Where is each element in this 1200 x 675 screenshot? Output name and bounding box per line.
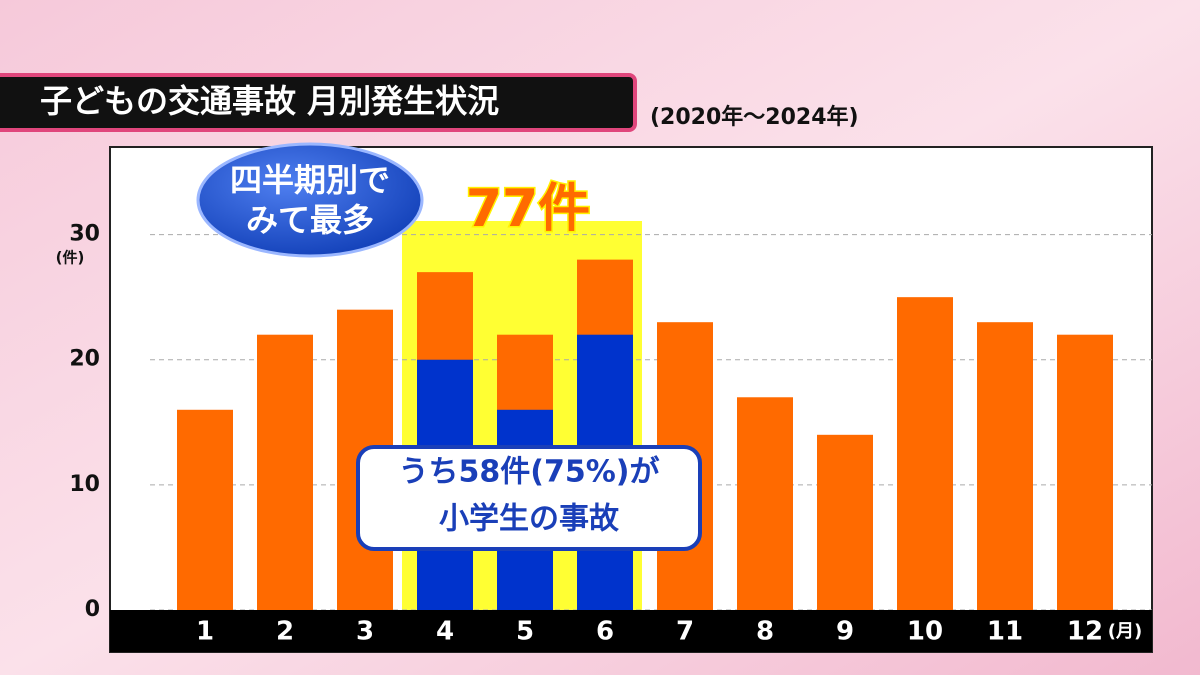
x-tick-label: 2 [276,617,294,647]
y-unit: (件) [56,249,85,267]
bar [257,334,313,610]
bar [897,297,953,610]
x-tick-label: 4 [436,617,454,647]
x-tick-label: 3 [356,617,374,647]
title-box [0,73,637,132]
y-tick-label: 30 [69,222,100,247]
x-tick-label: 1 [196,617,214,647]
bubble-text: 四半期別で [230,161,390,199]
x-tick-label: 11 [987,617,1023,647]
x-tick-label: 5 [516,617,534,647]
x-tick-label: 6 [596,617,614,647]
bubble [196,142,424,258]
bar [177,409,233,610]
x-tick-label: 12 [1067,617,1103,647]
x-tick-label: 7 [676,617,694,647]
chart-subtitle: (2020年〜2024年) [650,104,859,130]
bar [1057,334,1113,610]
y-tick-label: 20 [69,347,100,372]
x-tick-label: 10 [907,617,943,647]
x-tick-label: 9 [836,617,854,647]
total-annotation: 77件 [466,179,590,239]
y-tick-label: 0 [85,597,100,622]
x-unit: (月) [1108,621,1142,642]
bubble-text: みて最多 [246,201,374,239]
bar [977,322,1033,610]
bar [817,434,873,610]
x-axis-band [110,610,1152,652]
y-tick-label: 10 [69,472,100,497]
bar [737,397,793,610]
chart-title: 子どもの交通事故 月別発生状況 [40,82,499,120]
x-tick-label: 8 [756,617,774,647]
callout-text: うち58件(75%)が [399,455,660,490]
callout [356,445,702,551]
callout-text: 小学生の事故 [439,502,620,537]
